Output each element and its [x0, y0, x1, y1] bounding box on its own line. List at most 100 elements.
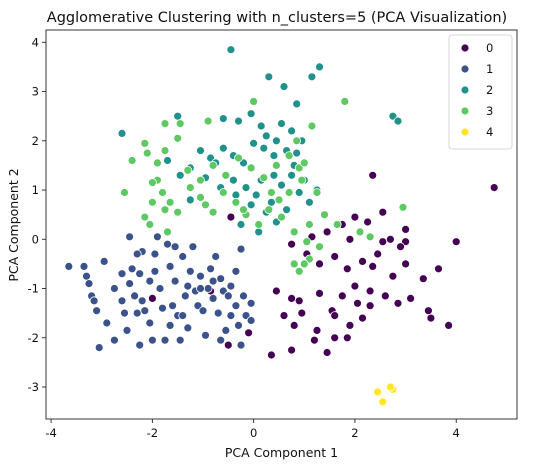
- point-cluster-1-14: [127, 264, 137, 274]
- point-cluster-1-76: [196, 284, 205, 293]
- point-cluster-1-50: [213, 308, 223, 318]
- point-cluster-3-21: [183, 165, 193, 175]
- point-cluster-1-13: [125, 279, 135, 289]
- point-cluster-3-62: [312, 188, 322, 197]
- point-cluster-3-17: [120, 188, 129, 197]
- chart-title: Agglomerative Clustering with n_clusters…: [47, 10, 507, 26]
- point-cluster-1-26: [155, 284, 165, 293]
- point-cluster-1-32: [170, 276, 180, 286]
- point-cluster-3-22: [196, 175, 205, 185]
- legend-label-1: 1: [486, 62, 493, 76]
- point-cluster-1-65: [152, 232, 162, 242]
- point-cluster-3-61: [239, 205, 248, 215]
- point-cluster-3-13: [160, 205, 170, 215]
- point-cluster-3-40: [196, 192, 205, 202]
- point-cluster-3-28: [271, 160, 281, 170]
- x-axis-ticks: -4 -2 0 2 4: [45, 419, 460, 440]
- x-tick-label: -2: [147, 426, 158, 440]
- point-cluster-3-31: [297, 175, 307, 185]
- point-cluster-2-40: [294, 188, 304, 197]
- point-cluster-3-60: [266, 188, 276, 197]
- point-cluster-0-52: [342, 333, 352, 343]
- point-cluster-3-46: [332, 220, 342, 229]
- point-cluster-1-78: [170, 242, 180, 252]
- point-cluster-3-54: [355, 227, 365, 237]
- point-cluster-3-15: [140, 212, 150, 222]
- point-cluster-1-8: [110, 284, 119, 293]
- point-cluster-0-12: [365, 301, 375, 311]
- point-cluster-2-12: [256, 121, 266, 131]
- point-cluster-3-57: [292, 136, 302, 146]
- point-cluster-0-49: [279, 311, 289, 321]
- point-cluster-0-11: [350, 281, 360, 291]
- point-cluster-1-12: [122, 325, 132, 335]
- y-tick-label: -1: [28, 282, 39, 296]
- point-cluster-1-68: [117, 296, 127, 306]
- point-cluster-2-27: [196, 146, 205, 156]
- point-cluster-2-10: [234, 116, 243, 126]
- point-cluster-0-39: [368, 170, 378, 180]
- point-cluster-1-35: [178, 252, 188, 261]
- point-cluster-2-2: [315, 62, 324, 72]
- legend-label-4: 4: [486, 125, 493, 139]
- point-cluster-2-30: [163, 156, 172, 165]
- x-tick-label: 4: [453, 426, 460, 440]
- point-cluster-1-39: [185, 266, 195, 276]
- point-cluster-3-53: [365, 232, 375, 242]
- point-cluster-0-40: [378, 207, 388, 217]
- point-cluster-3-6: [160, 146, 170, 156]
- point-cluster-2-3: [307, 72, 317, 82]
- point-cluster-1-43: [196, 271, 205, 281]
- point-cluster-4-1: [378, 397, 388, 407]
- series-4: [373, 382, 398, 407]
- point-cluster-1-38: [183, 323, 193, 333]
- point-cluster-3-38: [218, 188, 228, 197]
- point-cluster-3-4: [175, 119, 185, 128]
- point-cluster-1-58: [236, 340, 246, 350]
- point-cluster-0-26: [315, 259, 324, 269]
- point-cluster-0-7: [289, 320, 299, 330]
- point-cluster-2-54: [231, 190, 241, 200]
- point-cluster-0-22: [373, 249, 383, 259]
- point-cluster-2-8: [173, 111, 183, 121]
- point-cluster-0-0: [266, 350, 276, 360]
- y-tick-label: 0: [32, 232, 39, 246]
- point-cluster-0-32: [350, 212, 360, 222]
- point-cluster-2-45: [282, 205, 292, 215]
- legend-marker-0: [460, 43, 470, 53]
- point-cluster-2-37: [266, 197, 276, 207]
- point-cluster-2-13: [261, 131, 271, 141]
- point-cluster-1-1: [82, 271, 91, 281]
- point-cluster-1-75: [84, 279, 94, 289]
- point-cluster-0-13: [380, 291, 390, 301]
- point-cluster-3-18: [127, 156, 137, 165]
- point-cluster-0-33: [363, 217, 373, 227]
- point-cluster-3-2: [340, 97, 350, 106]
- y-tick-label: -2: [28, 331, 39, 345]
- point-cluster-1-21: [140, 306, 150, 316]
- point-cluster-1-73: [178, 311, 188, 321]
- point-cluster-3-55: [398, 202, 408, 212]
- point-cluster-0-37: [451, 237, 461, 247]
- point-cluster-3-63: [201, 200, 210, 210]
- point-cluster-1-19: [135, 269, 145, 279]
- point-cluster-0-14: [393, 298, 403, 308]
- point-cluster-1-54: [223, 291, 233, 301]
- y-tick-label: 4: [32, 35, 39, 49]
- point-cluster-1-53: [221, 325, 231, 335]
- y-tick-label: -3: [28, 380, 39, 394]
- point-cluster-1-30: [165, 261, 175, 271]
- point-cluster-4-3: [385, 382, 395, 392]
- point-cluster-1-29: [163, 239, 172, 249]
- point-cluster-0-41: [401, 224, 411, 234]
- point-cluster-2-50: [236, 220, 246, 229]
- series-3: [120, 97, 408, 276]
- x-axis-label: PCA Component 1: [225, 445, 338, 460]
- x-tick-label: 2: [351, 426, 358, 440]
- point-cluster-3-20: [160, 119, 170, 128]
- point-cluster-2-7: [117, 128, 127, 138]
- point-cluster-0-25: [330, 252, 340, 261]
- legend: 0 1 2 3 4: [448, 34, 513, 150]
- point-cluster-0-10: [337, 291, 347, 301]
- point-cluster-1-34: [175, 335, 185, 345]
